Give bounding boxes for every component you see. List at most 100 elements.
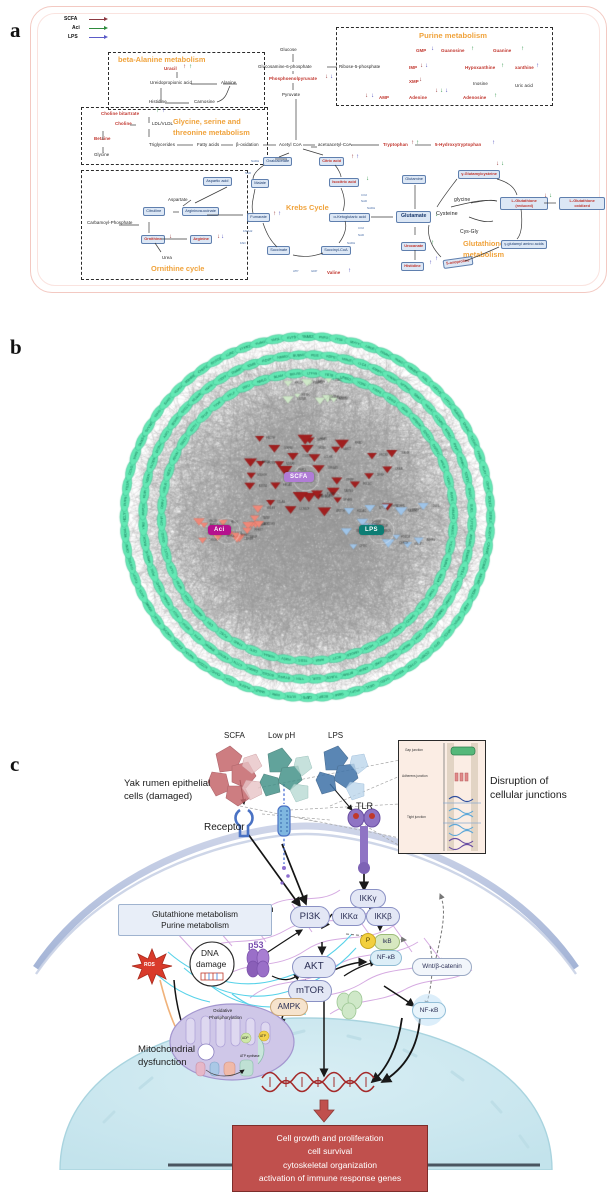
- cofactor-fadh2: FADH2: [243, 229, 253, 233]
- label-cell-type-line1: Yak rumen epithelial: [124, 778, 211, 789]
- l-glutathione-reduced-line2: (reduced): [515, 202, 534, 208]
- arrow-gsh-scfa-down: ↓: [544, 193, 547, 199]
- arrow-amp-lps-down: ↓: [371, 93, 374, 99]
- node-glucose: Glucose: [280, 47, 297, 52]
- section-box-beta-alanine: [108, 52, 265, 110]
- cofactor-nad-3: NAD: [358, 233, 365, 237]
- node-histidine-beta-alanine: Histidine: [149, 99, 167, 104]
- legend-label-aci: Aci: [72, 25, 80, 31]
- node-glucosamine-6-phosphate: Glucosamine-6-phosphate: [258, 64, 312, 69]
- arrow-citric-scfa-up: ↑: [351, 154, 354, 160]
- node-ikk-gamma[interactable]: IKKγ: [350, 889, 386, 908]
- section-title-glutathione-l1: Glutathione: [463, 239, 505, 248]
- cofactor-nadh-2: NADH: [367, 206, 376, 210]
- node-pi3k[interactable]: PI3K: [290, 906, 330, 928]
- label-adp-tag: ADP: [242, 1036, 249, 1040]
- node-xmp: XMP: [409, 79, 419, 84]
- label-oxphos-line2: Phosphorylation: [209, 1015, 242, 1020]
- junction-label-adherens: Adherens junction: [402, 774, 428, 778]
- arrow-citric-lps-up: ↑: [356, 154, 359, 160]
- section-box-glycine: [81, 107, 268, 165]
- node-aspartate: Aspartate: [168, 197, 188, 202]
- arrow-fumarate-scfa-up: ↑: [273, 211, 276, 217]
- node-aspartic-acid: Aspartic acid: [203, 177, 232, 186]
- node-oxaloacetate: Oxaloacetate: [263, 157, 293, 166]
- label-disruption-line2: cellular junctions: [490, 790, 567, 801]
- cofactor-nadh-1: NADH: [251, 159, 260, 163]
- node-mtor[interactable]: mTOR: [288, 980, 332, 1002]
- node-cysteine: Cysteine: [436, 211, 458, 217]
- arrow-amp-scfa-down: ↓: [365, 93, 368, 99]
- node-guanine: Guanine: [493, 48, 512, 53]
- network-hub-aci[interactable]: Aci: [208, 525, 231, 535]
- node-wnt-beta-catenin[interactable]: Wnt/β-catenin: [412, 958, 472, 976]
- node-carbamoyl-phosphate: Carbamoyl-Phosphate: [87, 220, 133, 225]
- node-choline-bitartrate: Choline bitartrate: [101, 111, 140, 116]
- cofactor-gdp: GDP: [311, 269, 318, 273]
- node-beta-oxidation: β-oxidation: [236, 142, 259, 147]
- arrow-imp-scfa-down: ↓: [420, 63, 423, 69]
- panel-c-signaling-pathway: Gap junction Adherens junction Tight jun…: [0, 718, 613, 1192]
- label-disruption-line1: Disruption of: [490, 776, 549, 787]
- arrow-tryptophan-scfa-up: ↑: [411, 140, 414, 146]
- section-title-beta-alanine: beta-Alanine metabolism: [118, 55, 206, 64]
- arrow-uracil-scfa-up: ↑: [183, 64, 186, 70]
- cofactor-nad-1: NAD: [245, 171, 252, 175]
- node-malate: Malate: [251, 179, 270, 188]
- node-guanosine: Guanosine: [441, 48, 465, 53]
- l-glutathione-oxidized-line2: oxidized: [574, 202, 590, 208]
- label-ros: ROS: [144, 962, 155, 968]
- network-hub-scfa[interactable]: SCFA: [284, 472, 314, 482]
- outcome-line-3: cytoskeletal organization: [282, 1159, 378, 1170]
- arrow-guanine-aci-up: ↑: [521, 46, 524, 52]
- node-akt[interactable]: AKT: [292, 956, 336, 978]
- metabolism-annotation-box: Glutathione metabolism Purine metabolism: [118, 904, 272, 937]
- arrow-choline-bitartrate-lps-up: ↑: [162, 108, 165, 114]
- node-tryptophan: Tryptophan: [383, 142, 408, 147]
- node-adenosine: Adenosine: [463, 95, 487, 100]
- node-glycine: Glycine: [94, 152, 110, 157]
- label-low-ph: Low pH: [268, 731, 296, 740]
- node-urocanate: Urocanate: [401, 242, 427, 251]
- section-title-ornithine: Ornithine cycle: [151, 264, 205, 273]
- panel-c-graphics: [33, 745, 579, 1170]
- node-succinate: Succinate: [267, 246, 291, 255]
- arrow-uracil-aci-up: ↑: [189, 64, 192, 70]
- node-hypoxanthine: Hypoxanthine: [465, 65, 496, 70]
- node-valine: Valine: [327, 270, 341, 275]
- panel-label-a: a: [10, 18, 21, 42]
- node-nfkb-free[interactable]: NF-κB: [412, 1002, 446, 1019]
- arrow-hypoxanthine-aci-up: ↑: [501, 63, 504, 69]
- node-ikk-alpha[interactable]: IKKα: [332, 907, 366, 926]
- node-imp: IMP: [409, 65, 418, 70]
- node-nfkb-complex[interactable]: NF-κB: [370, 950, 402, 966]
- cofactor-fad: FAD: [240, 241, 246, 245]
- node-ikk-beta[interactable]: IKKβ: [366, 907, 400, 926]
- node-succinyl-coa: Succinyl-CoA: [321, 246, 351, 255]
- arrow-ggc-scfa-down: ↓: [496, 161, 499, 167]
- node-ikb[interactable]: IκB: [374, 934, 400, 950]
- legend-arrow-lps: [89, 34, 108, 40]
- label-mitochondrial-line2: dysfunction: [138, 1057, 187, 1068]
- node-alpha-ketoglutaric-acid: α-Ketoglutaric acid: [329, 213, 371, 222]
- legend-label-scfa: SCFA: [64, 16, 78, 22]
- node-triglycerides: Triglycerides: [149, 142, 176, 147]
- outcome-box: Cell growth and proliferation cell survi…: [232, 1125, 428, 1192]
- node-ldl-vldl: LDL/VLDL: [152, 121, 174, 126]
- node-5-hydroxytryptophan: 5-Hydroxytryptophan: [435, 142, 482, 147]
- cofactor-nad-2: NAD: [361, 199, 368, 203]
- node-inosine: Inosine: [473, 81, 488, 86]
- cofactor-atp: ATP: [293, 269, 299, 273]
- node-fatty-acids: Fatty acids: [197, 142, 220, 147]
- arrow-xanthine-lps-up: ↑: [536, 63, 539, 69]
- node-citrulline: Citrulline: [143, 207, 165, 216]
- arrow-fumarate-lps-up: ↑: [278, 211, 281, 217]
- panel-a-metabolic-pathways: SCFA Aci LPS beta-Alanine metabolism Pur…: [30, 6, 607, 293]
- arrow-valine-lps-up: ↑: [348, 268, 351, 274]
- l-glutathione-oxidized-line1: L-Glutathione: [569, 198, 595, 204]
- network-hub-lps[interactable]: LPS: [359, 525, 384, 535]
- node-glutamate: Glutamate: [396, 211, 432, 224]
- node-ampk[interactable]: AMPK: [270, 998, 308, 1016]
- cofactor-co2-1: CO2: [361, 193, 367, 197]
- cofactor-co2-2: CO2: [358, 226, 364, 230]
